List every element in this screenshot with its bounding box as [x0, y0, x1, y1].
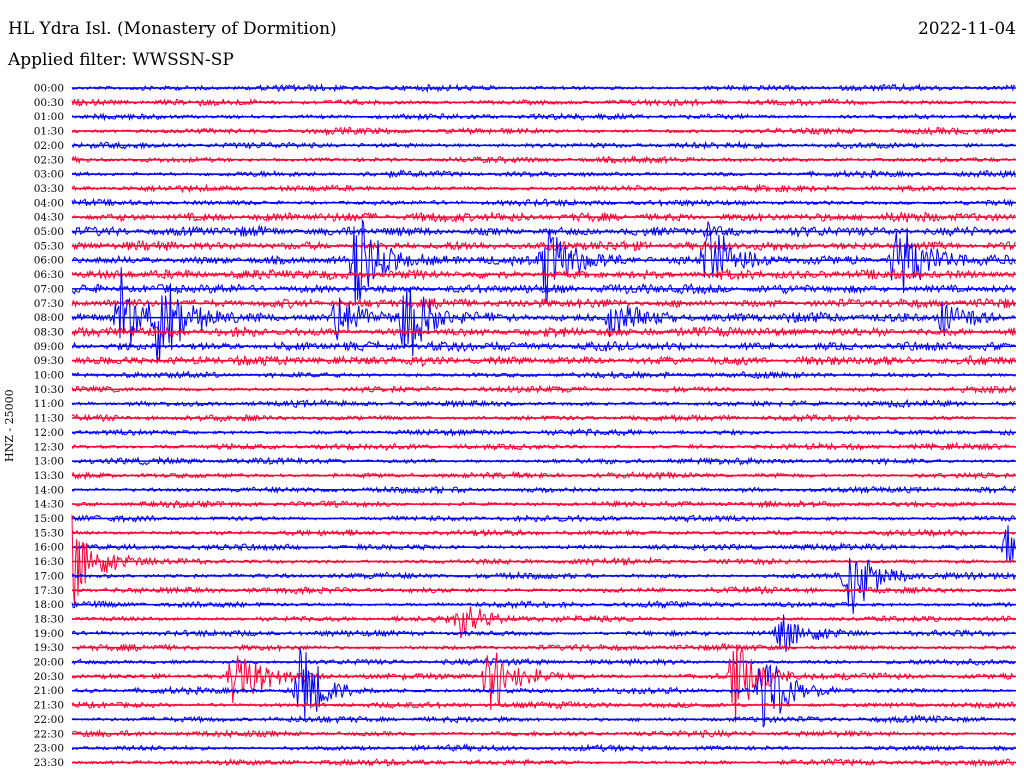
- trace-0730: [71, 297, 1016, 310]
- row-tick-label: 17:30: [34, 585, 64, 597]
- row-tick-label: 04:30: [34, 212, 64, 224]
- row-tick-label: 10:30: [34, 384, 64, 396]
- row-tick-label: 18:00: [34, 599, 64, 611]
- row-tick-label: 21:30: [34, 700, 64, 712]
- row-tick-label: 13:00: [34, 456, 64, 468]
- row-tick-label: 07:30: [34, 298, 64, 310]
- row-tick-label: 22:30: [34, 728, 64, 740]
- row-tick-label: 00:00: [34, 83, 64, 95]
- row-tick-label: 01:00: [34, 111, 64, 123]
- row-tick-label: 03:30: [34, 183, 64, 195]
- row-tick-label: 02:30: [34, 154, 64, 166]
- trace-0230: [71, 155, 1016, 165]
- row-tick-label: 03:00: [34, 169, 64, 181]
- trace-1600: [71, 525, 1016, 564]
- trace-2030: [72, 644, 1016, 723]
- row-tick-label: 10:00: [34, 370, 64, 382]
- row-tick-label: 23:00: [34, 743, 64, 755]
- trace-0630: [71, 267, 1016, 282]
- row-tick-label: 08:30: [34, 326, 64, 338]
- row-tick-label: 09:30: [34, 355, 64, 367]
- trace-0100: [71, 111, 1016, 122]
- row-tick-label: 02:00: [34, 140, 64, 152]
- trace-0430: [71, 210, 1016, 224]
- row-tick-label: 14:00: [34, 484, 64, 496]
- row-tick-label: 15:30: [34, 527, 64, 539]
- trace-1130: [71, 413, 1016, 423]
- row-tick-label: 00:30: [34, 97, 64, 109]
- trace-0500: [71, 224, 1016, 239]
- trace-0930: [71, 354, 1016, 368]
- row-tick-label: 15:00: [34, 513, 64, 525]
- trace-2100: [71, 647, 1016, 728]
- row-tick-label: 13:30: [34, 470, 64, 482]
- row-tick-label: 18:30: [34, 613, 64, 625]
- row-tick-label: 20:30: [34, 671, 64, 683]
- row-tick-label: 21:00: [34, 685, 64, 697]
- trace-0900: [71, 339, 1016, 353]
- trace-0030: [71, 97, 1016, 108]
- row-tick-label: 14:30: [34, 499, 64, 511]
- row-tick-label: 22:00: [34, 714, 64, 726]
- trace-0700: [71, 282, 1016, 295]
- chart-title: HL Ydra Isl. (Monastery of Dormition): [8, 19, 337, 39]
- row-tick-label: 12:00: [34, 427, 64, 439]
- filter-label: Applied filter: WWSSN-SP: [8, 50, 234, 70]
- row-tick-label: 20:00: [34, 657, 64, 669]
- trace-2230: [71, 728, 1016, 739]
- row-tick-label: 16:00: [34, 542, 64, 554]
- row-tick-label: 16:30: [34, 556, 64, 568]
- row-tick-label: 19:00: [34, 628, 64, 640]
- row-tick-label: 09:00: [34, 341, 64, 353]
- row-tick-label: 07:00: [34, 283, 64, 295]
- row-tick-label: 08:00: [34, 312, 64, 324]
- row-tick-label: 11:30: [34, 413, 64, 425]
- row-tick-label: 01:30: [34, 126, 64, 138]
- chart-date: 2022-11-04: [917, 19, 1016, 39]
- row-tick-label: 06:30: [34, 269, 64, 281]
- trace-1430: [71, 499, 1016, 510]
- row-tick-label: 11:00: [34, 398, 64, 410]
- row-tick-label: 19:30: [34, 642, 64, 654]
- row-tick-label: 23:30: [34, 757, 64, 769]
- row-tick-label: 06:00: [34, 255, 64, 267]
- row-tick-label: 04:00: [34, 197, 64, 209]
- row-tick-label: 05:00: [34, 226, 64, 238]
- row-tick-label: 05:30: [34, 240, 64, 252]
- row-tick-label: 17:00: [34, 570, 64, 582]
- row-tick-label: 12:30: [34, 441, 64, 453]
